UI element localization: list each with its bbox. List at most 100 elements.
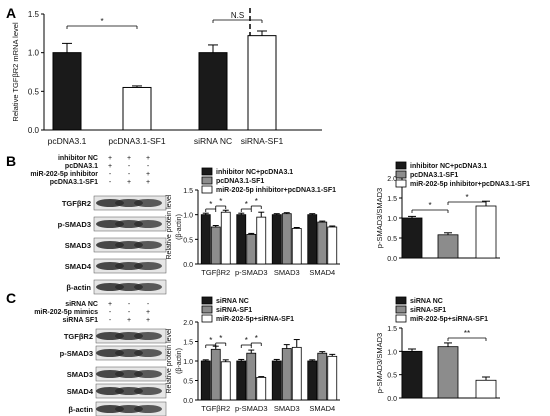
blot-c-condition-label: siRNA NC — [65, 301, 98, 308]
chart-a-bar — [52, 52, 82, 131]
chart-b-ratio-bar — [475, 205, 497, 259]
chart-b-ratio-ylabel: p-SMAD3/SMAD3 — [375, 188, 384, 248]
chart-b-protein-legend-label: miR-202-5p inhibitor+pcDNA3.1-SF1 — [216, 187, 336, 194]
chart-c-protein-sig-label: * — [245, 336, 248, 345]
blot-b-condition-label: pcDNA3.1-SF1 — [50, 179, 98, 186]
blot-c-band — [134, 332, 162, 340]
blot-b-band — [134, 262, 162, 270]
chart-c-ratio-legend-swatch — [395, 296, 407, 305]
chart-b-ratio-bar — [401, 217, 423, 259]
chart-c-protein-legend-swatch — [201, 296, 213, 305]
blot-c-condition-mark: - — [128, 301, 131, 308]
chart-c-protein-ytick-label: 2.0 — [183, 320, 193, 327]
chart-c-protein-bar — [307, 360, 318, 401]
chart-b-ratio-legend-label: miR-202-5p inhibitor+pcDNA3.1-SF1 — [410, 181, 530, 188]
chart-b-ratio-ytick-label: 0.0 — [387, 256, 397, 263]
blot-c-condition-mark: + — [127, 317, 131, 324]
chart-b-protein-x-label: SMAD3 — [274, 268, 300, 277]
chart-b-ratio-legend-swatch — [395, 170, 407, 179]
blot-c-band — [134, 370, 162, 378]
blot-b-band-label: TGFβR2 — [62, 199, 91, 208]
chart-c-protein-ytick-label: 1.5 — [183, 340, 193, 347]
chart-c-protein-x-label: p-SMAD3 — [235, 404, 268, 413]
chart-c-protein-bar — [291, 346, 302, 401]
chart-c-protein-sig-label: * — [209, 336, 212, 345]
chart-b-protein-ytick-label: 1.5 — [183, 188, 193, 195]
chart-b-protein-legend-swatch — [201, 185, 213, 194]
chart-c-protein-legend-swatch — [201, 305, 213, 314]
chart-a-bar — [198, 52, 228, 131]
chart-b-protein-bar — [291, 228, 302, 265]
chart-b-protein-sig-label: * — [219, 197, 222, 206]
blot-b-band — [134, 199, 162, 207]
chart-a-x-label: siRNA-SF1 — [241, 136, 284, 146]
chart-a-x-label: pcDNA3.1 — [48, 136, 87, 146]
blot-b-condition-mark: - — [128, 171, 131, 178]
chart-a-x-label: siRNA NC — [194, 136, 232, 146]
blot-b-condition-mark: + — [146, 179, 150, 186]
chart-c-protein-legend-swatch — [201, 314, 213, 323]
chart-c-protein-sig-label: * — [219, 334, 222, 343]
chart-a-ytick-label: 1.0 — [28, 49, 40, 58]
blot-c-condition-mark: - — [147, 301, 150, 308]
chart-b-protein-bar — [271, 214, 282, 265]
chart-c-protein-x-label: TGFβR2 — [201, 404, 230, 413]
chart-c-ratio-ytick-label: 1.0 — [387, 349, 397, 356]
blot-c-band-label: p-SMAD3 — [60, 349, 93, 358]
chart-c-ratio-ytick-label: 0.5 — [387, 373, 397, 380]
chart-b-protein-ytick-label: 0.5 — [183, 237, 193, 244]
chart-c-protein-ytick-label: 1.0 — [183, 359, 193, 366]
chart-b-protein-ytick-label: 1.0 — [183, 213, 193, 220]
chart-c-ratio-ytick-label: 1.5 — [387, 326, 397, 333]
chart-b-ratio-bar — [437, 234, 459, 259]
blot-c-condition-mark: + — [146, 309, 150, 316]
chart-b-protein-sig-label: * — [209, 200, 212, 209]
chart-b-protein-legend-label: inhibitor NC+pcDNA3.1 — [216, 169, 293, 176]
chart-c-protein-bar — [317, 352, 328, 401]
chart-c-protein-ylabel: Relative protein level — [166, 328, 173, 393]
blot-c-condition-mark: + — [108, 301, 112, 308]
blot-b-band-label: SMAD3 — [65, 241, 91, 250]
chart-c-protein-bar — [220, 361, 231, 401]
chart-c-protein-bar — [281, 348, 292, 401]
chart-c-protein-ylabel-line2: (β-actin) — [176, 348, 183, 374]
blot-b-band-label: SMAD4 — [65, 262, 92, 271]
blot-b-condition-mark: - — [109, 171, 112, 178]
chart-a-ylabel: Relative TGFβR2 mRNA level — [11, 22, 20, 122]
chart-c-protein-bar — [210, 348, 221, 401]
chart-c-ratio-ylabel: p-SMAD3/SMAD3 — [375, 333, 384, 393]
blot-c-band — [134, 387, 162, 395]
chart-c-ratio-bar — [437, 346, 459, 399]
chart-a-sig-label: * — [100, 17, 103, 26]
panel-label-c: C — [6, 290, 16, 306]
blot-b-condition-mark: - — [109, 179, 112, 186]
blot-c-band-label: SMAD4 — [67, 387, 94, 396]
blot-c-band-label: β-actin — [68, 405, 93, 414]
chart-c-ratio-legend-swatch — [395, 305, 407, 314]
blot-b-condition-mark: + — [127, 179, 131, 186]
chart-a-ytick-label: 0.0 — [28, 126, 40, 135]
chart-b-ratio-legend-swatch — [395, 179, 407, 188]
blot-b-condition-label: pcDNA3.1 — [65, 163, 98, 170]
chart-b-protein-ylabel: Relative protein level — [166, 194, 173, 259]
blot-c-condition-label: siRNA SF1 — [62, 317, 98, 324]
chart-c-ratio-legend-label: siRNA-SF1 — [410, 307, 446, 314]
blot-c-condition-label: miR-202-5p mimics — [34, 309, 98, 316]
chart-c-protein-bar — [246, 352, 257, 401]
chart-b-ratio-ytick-label: 1.0 — [387, 216, 397, 223]
chart-c-ratio-ytick-label: 0.0 — [387, 396, 397, 403]
blot-b-condition-mark: - — [128, 163, 131, 170]
chart-a-ytick-label: 0.5 — [28, 87, 40, 96]
chart-b-protein-bar — [327, 226, 338, 265]
panel-label-b: B — [6, 153, 16, 169]
blot-b-band-label: β-actin — [66, 283, 91, 292]
chart-c-protein-bar — [200, 360, 211, 401]
blot-b-band — [134, 283, 162, 291]
blot-c-condition-mark: - — [128, 309, 131, 316]
chart-c-ratio-legend-swatch — [395, 314, 407, 323]
blot-c-band — [134, 405, 162, 413]
blot-b-condition-mark: - — [147, 163, 150, 170]
chart-c-protein-ytick-label: 0.0 — [183, 398, 193, 405]
chart-c-protein-x-label: SMAD4 — [309, 404, 335, 413]
chart-c-protein-x-label: SMAD3 — [274, 404, 300, 413]
